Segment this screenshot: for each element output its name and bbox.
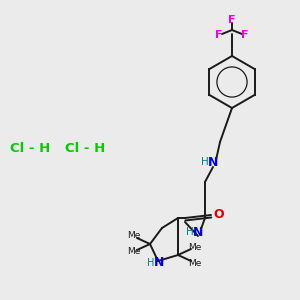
- Text: O: O: [214, 208, 224, 221]
- Text: Me: Me: [188, 242, 202, 251]
- Text: N: N: [193, 226, 203, 238]
- Text: F: F: [215, 30, 223, 40]
- Text: N: N: [154, 256, 164, 269]
- Text: N: N: [208, 155, 218, 169]
- Text: F: F: [228, 15, 236, 25]
- Text: H: H: [201, 157, 209, 167]
- Text: H: H: [186, 227, 194, 237]
- Text: Me: Me: [127, 248, 141, 256]
- Text: F: F: [241, 30, 249, 40]
- Text: Me: Me: [127, 232, 141, 241]
- Text: Cl - H: Cl - H: [10, 142, 50, 154]
- Text: H: H: [147, 258, 155, 268]
- Text: Cl - H: Cl - H: [65, 142, 105, 154]
- Text: Me: Me: [188, 259, 202, 268]
